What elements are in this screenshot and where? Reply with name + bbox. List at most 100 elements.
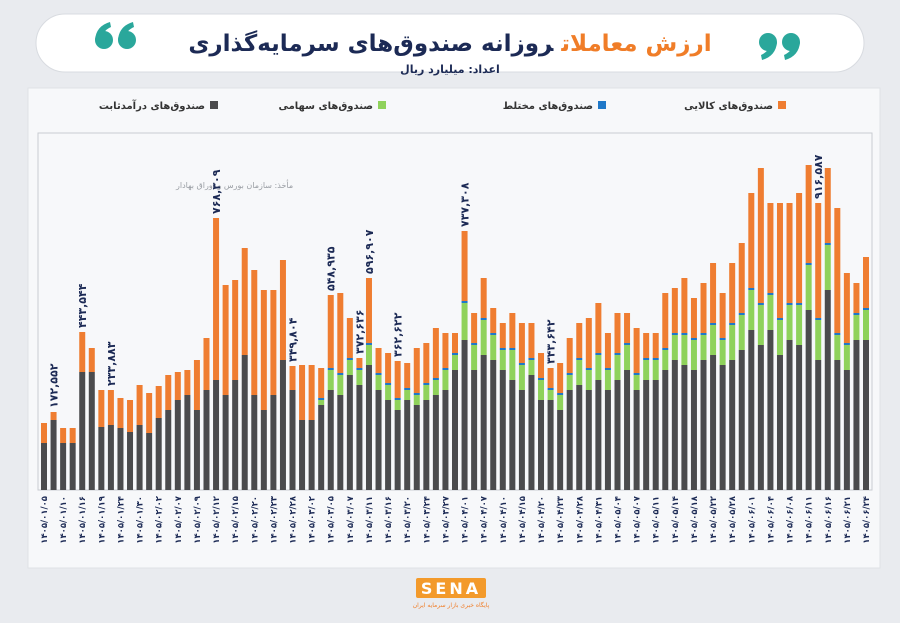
bar-segment bbox=[710, 325, 717, 355]
bar-segment bbox=[432, 395, 439, 490]
bar-segment bbox=[337, 293, 344, 373]
x-tick-label: ۱۴۰۵/۰۲/۲۳ bbox=[269, 495, 279, 544]
bar-segment bbox=[251, 395, 258, 490]
bar-segment bbox=[232, 280, 239, 380]
bar-segment bbox=[557, 410, 564, 490]
bar-segment bbox=[652, 333, 659, 358]
bar-segment bbox=[863, 310, 869, 340]
bar-segment bbox=[452, 355, 458, 370]
bar-segment bbox=[88, 348, 95, 372]
bar-segment bbox=[423, 400, 430, 490]
bar-segment bbox=[146, 433, 153, 490]
bar-segment bbox=[518, 323, 525, 363]
bar-segment bbox=[318, 398, 325, 400]
bar-segment bbox=[69, 428, 76, 443]
bar-segment bbox=[815, 320, 822, 360]
bar-segment bbox=[471, 345, 478, 370]
bar-segment bbox=[700, 360, 707, 490]
bar-segment bbox=[404, 400, 411, 490]
bar-segment bbox=[719, 338, 726, 340]
bar-segment bbox=[299, 420, 306, 490]
bar-segment bbox=[442, 333, 449, 368]
bar-segment bbox=[652, 360, 659, 380]
title-rest: روزانه صندوق‌های سرمایه‌گذاری bbox=[188, 30, 554, 57]
bar-segment bbox=[843, 345, 850, 370]
bar-segment bbox=[853, 283, 860, 313]
bar-segment bbox=[729, 360, 736, 490]
bar-segment bbox=[738, 313, 745, 315]
bar-segment bbox=[279, 260, 286, 360]
source-note: مأخذ: سازمان بورس و اوراق بهادار bbox=[175, 179, 293, 190]
x-tick-label: ۱۴۰۵/۰۱/۲۴ bbox=[116, 496, 126, 544]
x-tick-label: ۱۴۰۵/۰۲/۰۲ bbox=[155, 495, 165, 544]
title-highlight: ارزش معاملات bbox=[560, 31, 711, 57]
bar-segment bbox=[251, 270, 258, 395]
bar-segment bbox=[547, 400, 554, 490]
bar-segment bbox=[365, 278, 372, 343]
total-label: ۵۴۸,۹۳۵ bbox=[325, 246, 338, 291]
bar-segment bbox=[748, 290, 755, 330]
bar-segment bbox=[681, 335, 688, 365]
bar-segment bbox=[346, 360, 353, 375]
x-tick-label: ۱۴۰۵/۰۳/۰۵ bbox=[327, 496, 337, 544]
bar-segment bbox=[863, 308, 869, 310]
bar-segment bbox=[394, 361, 401, 398]
bar-segment bbox=[270, 290, 277, 395]
bar-segment bbox=[738, 350, 745, 490]
bar-segment bbox=[337, 375, 344, 395]
bar-segment bbox=[700, 333, 707, 335]
x-tick-label: ۱۴۰۵/۰۳/۲۴ bbox=[422, 496, 432, 544]
bar-segment bbox=[853, 313, 860, 315]
bar-segment bbox=[117, 428, 124, 490]
bar-segment bbox=[576, 385, 583, 490]
bar-segment bbox=[671, 335, 678, 360]
bar-segment bbox=[203, 390, 210, 490]
bar-segment bbox=[805, 310, 812, 490]
bar-segment bbox=[41, 443, 47, 490]
bar-segment bbox=[776, 355, 783, 490]
bar-segment bbox=[624, 313, 631, 343]
bar-segment bbox=[385, 353, 392, 383]
bar-segment bbox=[824, 243, 831, 245]
x-tick-label: ۱۴۰۵/۰۱/۱۹ bbox=[97, 495, 107, 544]
bar-segment bbox=[260, 290, 267, 410]
bar-segment bbox=[528, 375, 535, 490]
legend-label: صندوق‌های مختلط bbox=[503, 101, 593, 112]
bar-segment bbox=[566, 373, 573, 375]
bar-segment bbox=[385, 383, 392, 385]
bar-segment bbox=[490, 308, 497, 333]
bar-segment bbox=[614, 380, 621, 490]
quote-icon-right bbox=[759, 33, 800, 60]
bar-segment bbox=[557, 393, 564, 395]
bar-segment bbox=[710, 323, 717, 325]
bar-segment bbox=[738, 315, 745, 350]
bar-segment bbox=[776, 203, 783, 318]
bar-segment bbox=[193, 360, 200, 410]
bar-segment bbox=[834, 208, 841, 333]
bar-segment bbox=[60, 428, 67, 443]
bar-segment bbox=[671, 288, 678, 333]
bar-segment bbox=[404, 363, 411, 388]
bar-segment bbox=[375, 348, 382, 373]
bar-segment bbox=[805, 263, 812, 265]
bar-segment bbox=[356, 370, 363, 385]
bar-segment bbox=[260, 410, 267, 490]
bar-segment bbox=[213, 380, 220, 490]
bar-segment bbox=[518, 365, 525, 390]
bar-segment bbox=[681, 365, 688, 490]
bar-segment bbox=[193, 410, 200, 490]
x-tick-label: ۱۴۰۵/۰۶/۱۱ bbox=[805, 496, 815, 544]
bar-segment bbox=[566, 390, 573, 490]
bar-segment bbox=[79, 372, 86, 490]
bar-segment bbox=[614, 313, 621, 353]
bar-segment bbox=[757, 305, 764, 345]
bar-segment bbox=[308, 420, 315, 490]
bar-segment bbox=[423, 343, 430, 383]
bar-segment bbox=[88, 372, 95, 490]
bar-segment bbox=[547, 390, 554, 400]
bar-segment bbox=[585, 368, 592, 370]
bar-segment bbox=[700, 283, 707, 333]
bar-segment bbox=[480, 318, 487, 320]
x-tick-label: ۱۴۰۵/۰۱/۱۰ bbox=[59, 496, 69, 544]
bar-segment bbox=[796, 303, 803, 305]
